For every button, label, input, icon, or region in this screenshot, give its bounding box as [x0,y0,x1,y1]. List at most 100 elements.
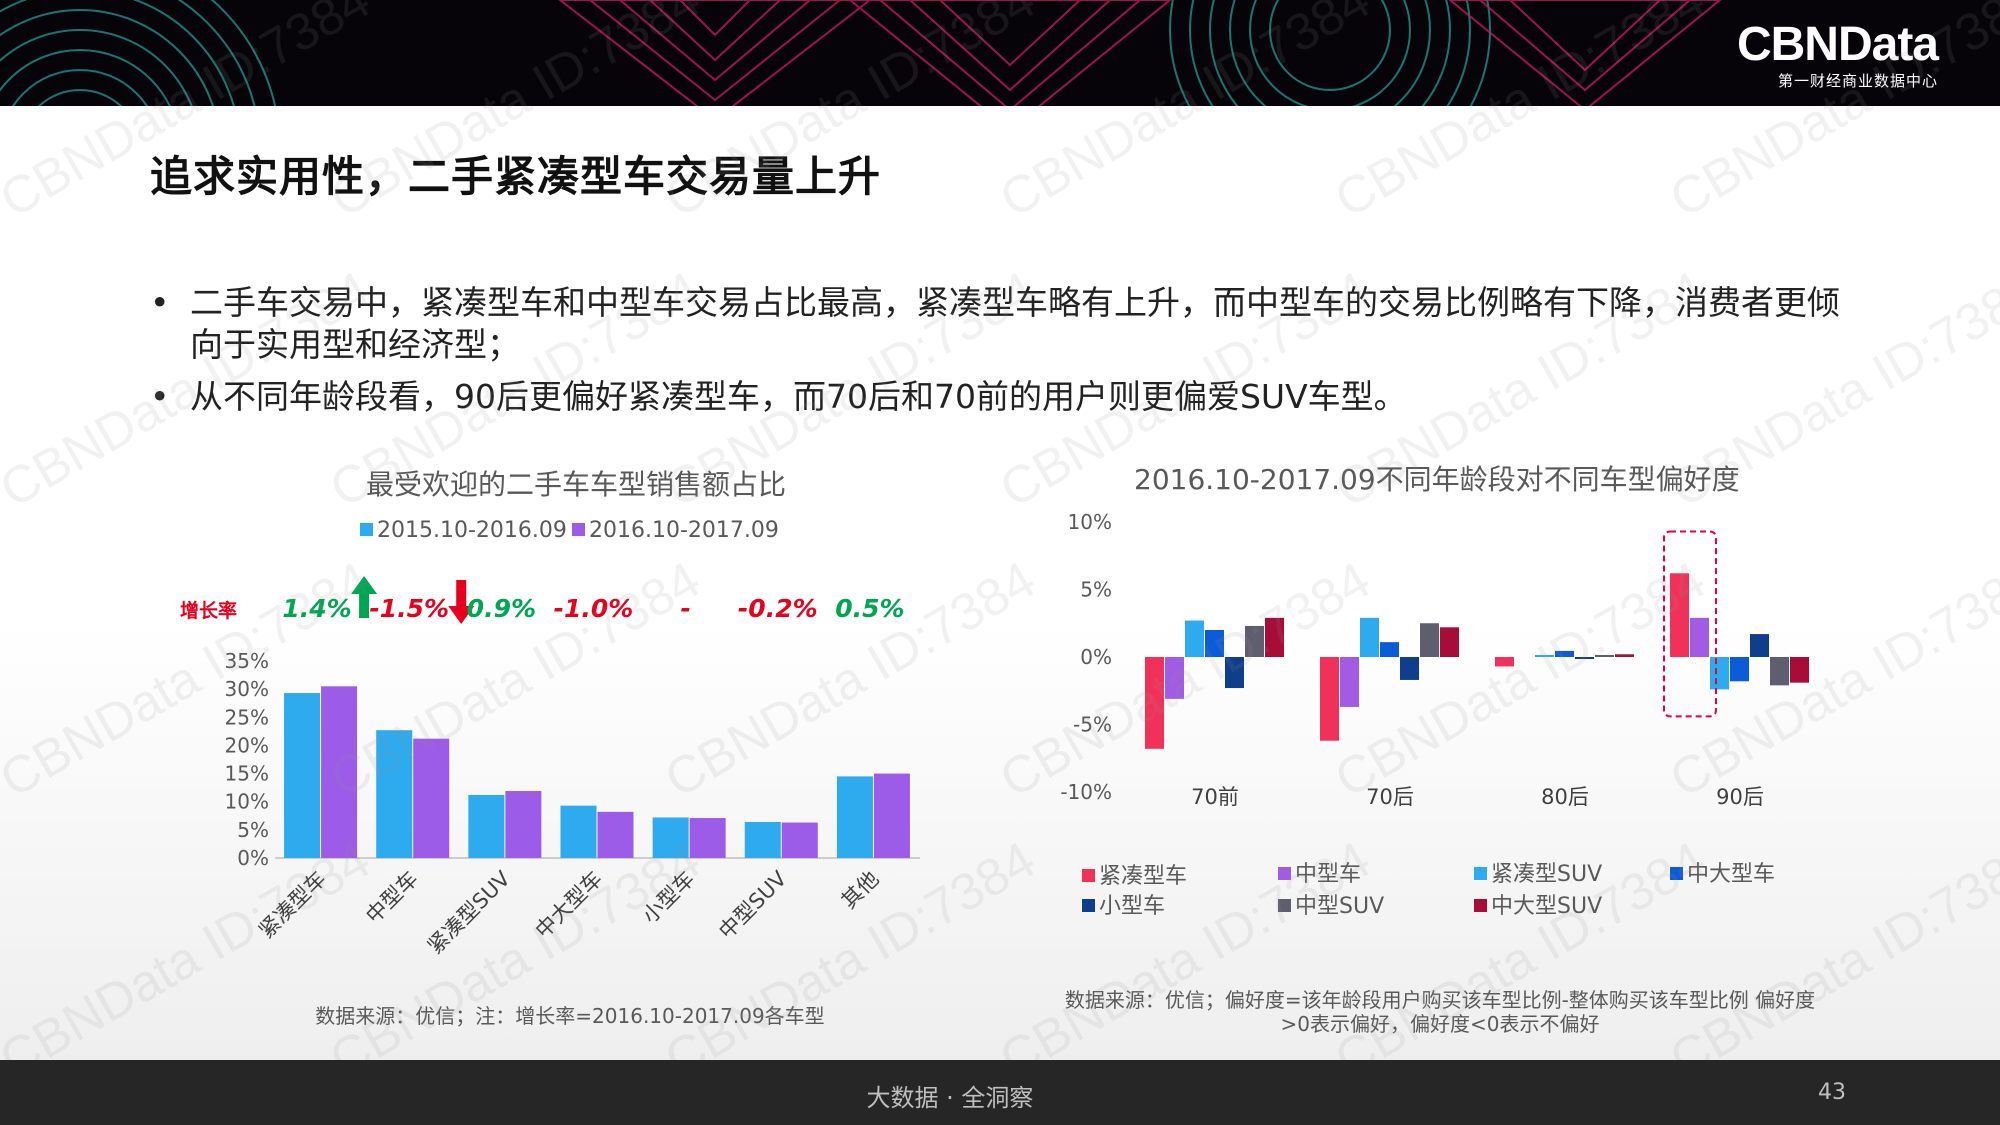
legend-label: 紧凑型SUV [1491,862,1603,887]
source-line: >0表示偏好，偏好度<0表示不偏好 [1280,1012,1600,1036]
bar [1710,657,1729,690]
legend-item: 2016.10-2017.09 [572,518,779,543]
page-title: 追求实用性，二手紧凑型车交易量上升 [150,152,882,201]
category-label: 紧凑型SUV [423,866,515,958]
legend-item: 紧凑型车 [1082,858,1187,890]
legend-item: 小型车 [1082,888,1165,920]
category-label: 中型SUV [714,866,792,944]
y-tick-label: 0% [1080,645,1112,669]
category-label: 70后 [1366,785,1414,809]
y-tick-label: 0% [237,846,269,870]
bullet-dot: • [150,377,170,416]
bar [560,805,597,858]
bar [505,791,542,858]
bar [1320,657,1339,741]
bar [1165,657,1184,699]
y-tick-label: 35% [225,649,269,673]
category-label: 70前 [1191,785,1239,809]
bar [1670,573,1689,657]
legend-swatch [1082,899,1095,912]
bar [1495,657,1514,667]
category-label: 其他 [837,867,884,914]
right-chart-source: 数据来源：优信；偏好度=该年龄段用户购买该车型比例-整体购买该车型比例 偏好度 … [1040,988,1840,1036]
category-label: 小型车 [638,867,700,929]
y-tick-label: 25% [225,705,269,729]
bar [1555,650,1574,657]
category-label: 90后 [1716,785,1764,809]
header-pattern [0,0,1722,106]
y-tick-label: 10% [1068,510,1112,534]
bar [836,776,873,858]
bar [1340,657,1359,707]
logo-subtitle: 第一财经商业数据中心 [1777,72,1938,90]
bullet-text: 从不同年龄段看，90后更偏好紧凑型车，而70后和70前的用户则更偏爱SUV车型。 [190,377,1407,416]
bar [1770,657,1789,686]
bar [1615,654,1634,657]
legend-swatch [572,523,585,536]
source-line: 数据来源：优信；偏好度=该年龄段用户购买该车型比例-整体购买该车型比例 偏好度 [1064,988,1816,1012]
legend-swatch [1474,899,1487,912]
bar [781,822,818,858]
legend-label: 中大型SUV [1491,894,1603,919]
growth-label: -1.0% [554,594,634,623]
legend-label: 紧凑型车 [1099,864,1188,889]
footer-bar: 大数据 · 全洞察 43 [0,1060,2000,1125]
bar [1400,657,1419,680]
legend-item: 中大型SUV [1474,888,1602,920]
legend-swatch [1670,867,1683,880]
bullet-list: • 二手车交易中，紧凑型车和中型车交易占比最高，紧凑型车略有上升，而中型车的交易… [150,282,1850,428]
highlight-box [1663,530,1717,718]
bar [413,738,450,858]
bar [1575,657,1594,660]
bar [321,686,358,858]
footer-slogan: 大数据 · 全洞察 [866,1084,1034,1112]
bar [1245,625,1264,657]
bar [1380,642,1399,657]
growth-label: 0.9% [467,594,536,623]
growth-row-label: 增长率 [180,599,237,622]
logo-brand: CBNData [1736,18,1939,71]
legend-label: 中大型车 [1687,862,1776,887]
growth-label: -1.5% [369,594,449,623]
y-tick-label: -5% [1073,713,1112,737]
bar [1595,654,1614,657]
legend-swatch [1278,899,1291,912]
y-tick-label: 5% [237,818,269,842]
bar [1690,617,1709,657]
legend-item: 紧凑型SUV [1474,856,1602,888]
bar [689,818,726,858]
y-tick-label: 30% [225,677,269,701]
bar [873,773,910,858]
legend-item: 2015.10-2016.09 [360,518,567,543]
legend-swatch [1278,867,1291,880]
legend-swatch [1474,867,1487,880]
bar [1360,617,1379,657]
y-tick-label: -10% [1060,780,1112,804]
bar [284,693,321,858]
growth-label: - [680,594,690,623]
legend-label: 小型车 [1099,894,1166,919]
bar [468,794,505,858]
category-label: 紧凑型车 [254,867,330,943]
bar [652,817,689,858]
category-label: 中大型车 [531,867,607,943]
legend-swatch [1082,869,1095,882]
category-label: 中型车 [361,867,423,929]
legend-label: 2015.10-2016.09 [377,518,567,543]
bar [1205,630,1224,657]
arrow-up-icon [351,576,378,618]
bar [1750,634,1769,657]
bar [1420,623,1439,657]
bullet-dot: • [150,283,170,322]
bullet-item: • 二手车交易中，紧凑型车和中型车交易占比最高，紧凑型车略有上升，而中型车的交易… [150,282,1850,366]
bar [597,811,634,858]
bar [1185,620,1204,657]
bar [1790,657,1809,683]
legend-label: 2016.10-2017.09 [589,518,779,543]
legend-label: 中型车 [1295,862,1362,887]
header-bar: CBNData 第一财经商业数据中心 [0,0,2000,106]
bullet-text: 二手车交易中，紧凑型车和中型车交易占比最高，紧凑型车略有上升，而中型车的交易比例… [190,283,1840,364]
bullet-item: • 从不同年龄段看，90后更偏好紧凑型车，而70后和70前的用户则更偏爱SUV车… [150,376,1850,418]
growth-label: -0.2% [738,594,818,623]
